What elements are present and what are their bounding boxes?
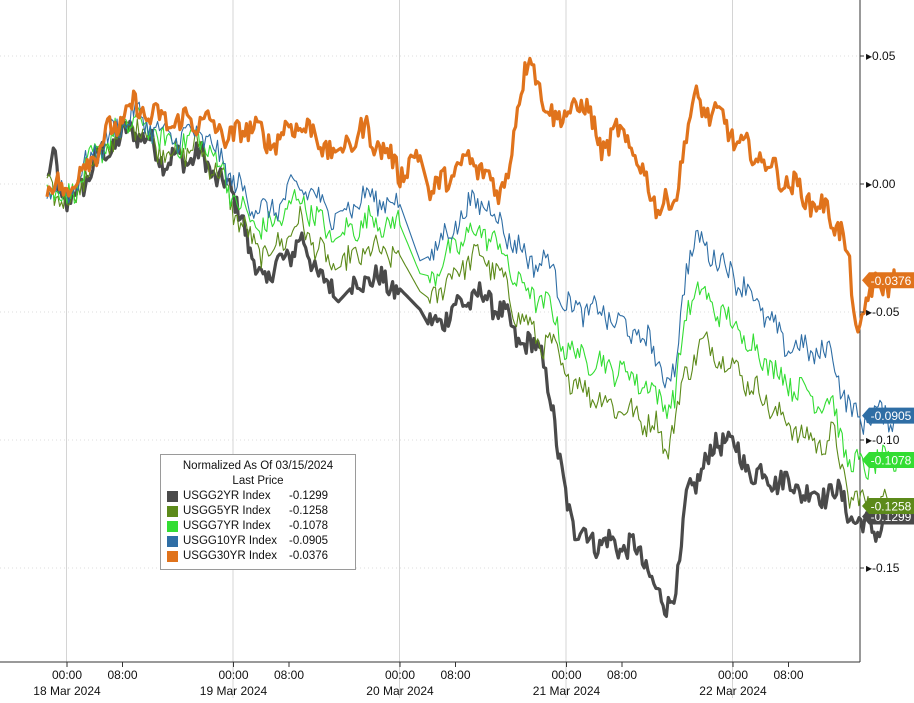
legend-entry: USGG5YR Index -0.1258 (167, 504, 349, 519)
legend-series-value: -0.1258 (289, 505, 329, 517)
legend-entry: USGG2YR Index -0.1299 (167, 489, 349, 504)
x-tick-label: 00:00 (52, 668, 82, 682)
last-value-label: -0.0905 (871, 409, 912, 423)
last-value-marker-bg (862, 272, 914, 289)
legend-series-name: USGG5YR Index (183, 505, 271, 517)
last-value-marker-bg (862, 498, 914, 515)
y-tick-label: ▸0.05 (866, 49, 896, 63)
legend-series-value: -0.0905 (289, 535, 329, 547)
legend-swatch (167, 521, 178, 532)
x-day-label: 18 Mar 2024 (33, 684, 101, 698)
legend-swatch (167, 551, 178, 562)
legend-entries: USGG2YR Index -0.1299 USGG5YR Index -0.1258… (167, 489, 349, 564)
legend: Normalized As Of 03/15/2024 Last Price U… (160, 454, 356, 570)
legend-series-name: USGG30YR Index (183, 550, 277, 562)
series-line-usgg30yr (45, 56, 901, 334)
last-value-label: -0.1078 (871, 453, 912, 467)
x-tick-label: 00:00 (385, 668, 415, 682)
x-tick-label: 00:00 (551, 668, 581, 682)
last-value-label: -0.0376 (871, 274, 912, 288)
last-value-markers: -0.1299-0.1258-0.1078-0.0905-0.0376 (862, 272, 914, 525)
legend-series-value: -0.1299 (289, 490, 329, 502)
last-value-marker: -0.1258 (862, 498, 914, 515)
x-tick-label: 00:00 (218, 668, 248, 682)
legend-series-value: -0.1078 (289, 520, 329, 532)
x-tick-label: 08:00 (773, 668, 803, 682)
y-axis-ticks: ▸0.05 ▸0.00 ▸-0.05 ▸-0.10 ▸-0.15 (860, 49, 900, 575)
legend-subtitle: Last Price (232, 475, 284, 487)
x-day-label: 20 Mar 2024 (366, 684, 434, 698)
x-day-label: 21 Mar 2024 (533, 684, 601, 698)
legend-entry: USGG7YR Index -0.1078 (167, 519, 349, 534)
vertical-gridlines (66, 0, 733, 698)
series-line-usgg7yr (46, 106, 901, 480)
legend-entry: USGG30YR Index -0.0376 (167, 549, 349, 564)
legend-series-value: -0.0376 (289, 550, 329, 562)
x-axis-ticks: 00:00 08:00 00:00 08:00 00:00 08:00 00:00 08:00… (33, 662, 804, 698)
y-tick-label: ▸-0.10 (866, 433, 900, 447)
series-line-usgg2yr (46, 119, 901, 618)
x-day-label: 19 Mar 2024 (200, 684, 268, 698)
legend-title: Normalized As Of 03/15/2024 (182, 460, 334, 472)
last-value-marker: -0.1078 (862, 451, 914, 468)
legend-series-name: USGG2YR Index (183, 490, 271, 502)
y-tick-label: ▸0.00 (866, 177, 896, 191)
x-tick-label: 08:00 (107, 668, 137, 682)
series-line-usgg5yr (46, 116, 901, 522)
x-day-label: 22 Mar 2024 (699, 684, 767, 698)
x-tick-label: 08:00 (274, 668, 304, 682)
last-value-marker-bg (862, 407, 914, 424)
series-line-usgg10yr (46, 100, 901, 435)
legend-swatch (167, 506, 178, 517)
last-value-marker-bg (862, 451, 914, 468)
x-tick-label: 08:00 (440, 668, 470, 682)
last-value-label: -0.1258 (871, 500, 912, 514)
legend-swatch (167, 491, 178, 502)
legend-swatch (167, 536, 178, 547)
last-value-marker: -0.0376 (862, 272, 914, 289)
last-value-marker: -0.0905 (862, 407, 914, 424)
legend-series-name: USGG7YR Index (183, 520, 271, 532)
y-tick-label: ▸-0.05 (866, 305, 900, 319)
x-tick-label: 08:00 (607, 668, 637, 682)
legend-entry: USGG10YR Index -0.0905 (167, 534, 349, 549)
y-tick-label: ▸-0.15 (866, 561, 900, 575)
legend-series-name: USGG10YR Index (183, 535, 277, 547)
axis-lines (0, 0, 861, 663)
x-tick-label: 00:00 (718, 668, 748, 682)
series-lines (45, 56, 901, 618)
